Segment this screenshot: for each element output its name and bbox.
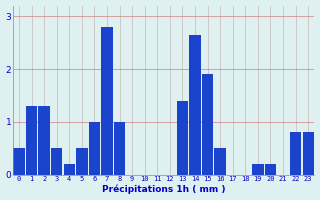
- Bar: [302, 132, 314, 175]
- Bar: [265, 164, 276, 175]
- Bar: [189, 35, 201, 175]
- Bar: [202, 74, 213, 175]
- Bar: [64, 164, 75, 175]
- Bar: [26, 106, 37, 175]
- Bar: [252, 164, 264, 175]
- Bar: [101, 27, 113, 175]
- Bar: [51, 148, 62, 175]
- Bar: [13, 148, 25, 175]
- Bar: [76, 148, 87, 175]
- Bar: [89, 122, 100, 175]
- X-axis label: Précipitations 1h ( mm ): Précipitations 1h ( mm ): [102, 185, 225, 194]
- Bar: [114, 122, 125, 175]
- Bar: [214, 148, 226, 175]
- Bar: [177, 101, 188, 175]
- Bar: [38, 106, 50, 175]
- Bar: [290, 132, 301, 175]
